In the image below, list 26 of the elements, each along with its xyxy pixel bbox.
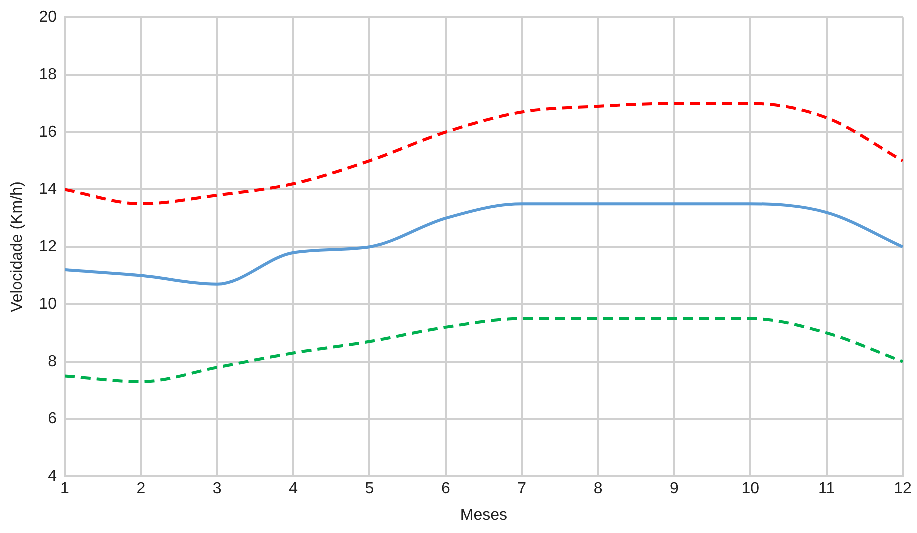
line-series [64, 202, 903, 286]
line-series [64, 317, 903, 384]
x-tick-label: 11 [818, 480, 836, 498]
x-tick-label: 12 [894, 480, 912, 498]
x-tick-label: 5 [365, 480, 374, 498]
x-tick-label: 8 [594, 480, 603, 498]
line-series [64, 102, 903, 206]
x-tick-label: 2 [136, 480, 146, 498]
x-tick-label: 9 [670, 480, 679, 498]
x-tick-label: 6 [441, 480, 450, 498]
x-tick-label: 7 [518, 480, 527, 498]
y-tick-label: 6 [48, 410, 58, 428]
x-tick-label: 10 [742, 480, 760, 498]
x-tick-label: 4 [289, 480, 298, 498]
y-tick-label: 10 [39, 296, 58, 313]
y-tick-label: 18 [39, 66, 58, 84]
y-tick-label: 4 [48, 468, 58, 486]
x-axis-title: Meses [460, 506, 508, 524]
x-tick-label: 3 [212, 480, 222, 498]
y-tick-label: 8 [48, 353, 58, 370]
y-tick-label: 14 [39, 181, 58, 198]
y-axis-title: Velocidade (Km/h) [9, 182, 26, 312]
y-tick-label: 12 [39, 238, 58, 256]
x-tick-label: 1 [60, 480, 70, 498]
y-tick-label: 20 [39, 9, 58, 26]
y-tick-label: 16 [39, 124, 58, 141]
